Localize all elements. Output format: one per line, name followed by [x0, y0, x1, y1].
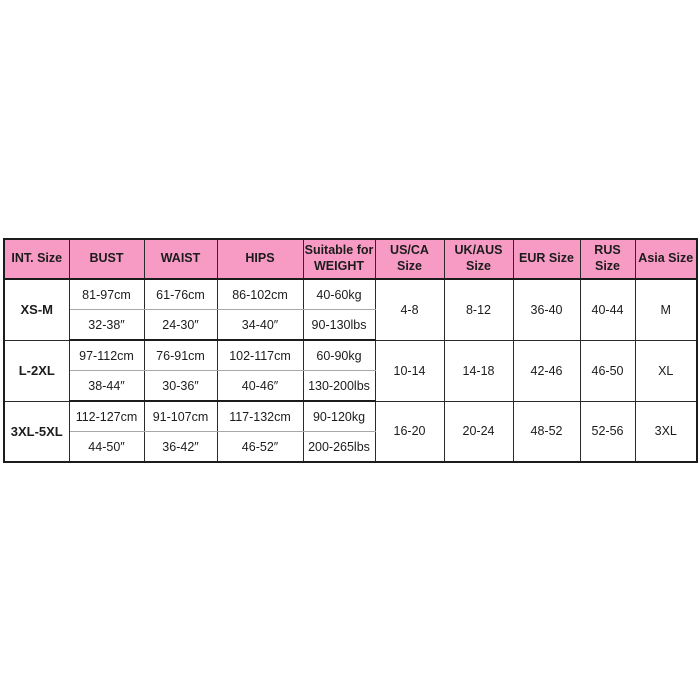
header-rus-size: RUS Size	[579, 238, 636, 280]
us-ca-size-value: 4-8	[374, 278, 445, 341]
eur-size-value: 36-40	[512, 278, 581, 341]
bust-cm-value: 112-127cm	[68, 400, 145, 432]
weight-kg-value: 40-60kg	[302, 278, 376, 310]
bust-in-value: 38-44″	[68, 370, 145, 402]
rus-size-value: 40-44	[579, 278, 636, 341]
hips-cm-value: 102-117cm	[216, 339, 304, 371]
asia-size-value: M	[634, 278, 698, 341]
bust-cm-value: 97-112cm	[68, 339, 145, 371]
header-bust: BUST	[68, 238, 145, 280]
header-int-size: INT. Size	[3, 238, 70, 280]
hips-in-value: 40-46″	[216, 370, 304, 402]
bust-in-value: 32-38″	[68, 309, 145, 341]
size-label-xs-m: XS-M	[3, 278, 70, 341]
header-row: INT. Size BUST WAIST HIPS Suitable for W…	[3, 238, 698, 280]
waist-in-value: 36-42″	[143, 431, 218, 463]
waist-cm-value: 76-91cm	[143, 339, 218, 371]
waist-cm-value: 61-76cm	[143, 278, 218, 310]
header-us-ca-size: US/CA Size	[374, 238, 445, 280]
waist-in-value: 30-36″	[143, 370, 218, 402]
size-label-l-2xl: L-2XL	[3, 339, 70, 402]
waist-cm-value: 91-107cm	[143, 400, 218, 432]
weight-kg-value: 90-120kg	[302, 400, 376, 432]
table-row-l-2xl-imperial: 38-44″ 30-36″ 40-46″ 130-200lbs	[4, 370, 697, 402]
header-waist: WAIST	[143, 238, 218, 280]
weight-lbs-value: 90-130lbs	[302, 309, 376, 341]
uk-aus-size-value: 14-18	[443, 339, 514, 402]
uk-aus-size-value: 20-24	[443, 400, 514, 463]
hips-cm-value: 86-102cm	[216, 278, 304, 310]
header-weight: Suitable for WEIGHT	[302, 238, 376, 280]
rus-size-value: 52-56	[579, 400, 636, 463]
header-uk-aus-size: UK/AUS Size	[443, 238, 514, 280]
us-ca-size-value: 10-14	[374, 339, 445, 402]
bust-cm-value: 81-97cm	[68, 278, 145, 310]
table-row-xs-m-metric: XS-M 81-97cm 61-76cm 86-102cm 40-60kg 4-…	[3, 278, 698, 341]
eur-size-value: 42-46	[512, 339, 581, 402]
asia-size-value: 3XL	[634, 400, 698, 463]
asia-size-value: XL	[634, 339, 698, 402]
uk-aus-size-value: 8-12	[443, 278, 514, 341]
table-row-3xl-5xl-imperial: 44-50″ 36-42″ 46-52″ 200-265lbs	[4, 431, 697, 463]
weight-lbs-value: 200-265lbs	[302, 431, 376, 463]
size-label-3xl-5xl: 3XL-5XL	[3, 400, 70, 463]
bust-in-value: 44-50″	[68, 431, 145, 463]
header-eur-size: EUR Size	[512, 238, 581, 280]
eur-size-value: 48-52	[512, 400, 581, 463]
weight-kg-value: 60-90kg	[302, 339, 376, 371]
weight-lbs-value: 130-200lbs	[302, 370, 376, 402]
table-row-l-2xl-metric: L-2XL 97-112cm 76-91cm 102-117cm 60-90kg…	[3, 339, 698, 402]
header-asia-size: Asia Size	[634, 238, 698, 280]
hips-in-value: 34-40″	[216, 309, 304, 341]
hips-in-value: 46-52″	[216, 431, 304, 463]
header-hips: HIPS	[216, 238, 304, 280]
rus-size-value: 46-50	[579, 339, 636, 402]
us-ca-size-value: 16-20	[374, 400, 445, 463]
size-chart-table: INT. Size BUST WAIST HIPS Suitable for W…	[3, 238, 698, 463]
table-row-3xl-5xl-metric: 3XL-5XL 112-127cm 91-107cm 117-132cm 90-…	[3, 400, 698, 463]
table-row-xs-m-imperial: 32-38″ 24-30″ 34-40″ 90-130lbs	[4, 309, 697, 341]
hips-cm-value: 117-132cm	[216, 400, 304, 432]
waist-in-value: 24-30″	[143, 309, 218, 341]
